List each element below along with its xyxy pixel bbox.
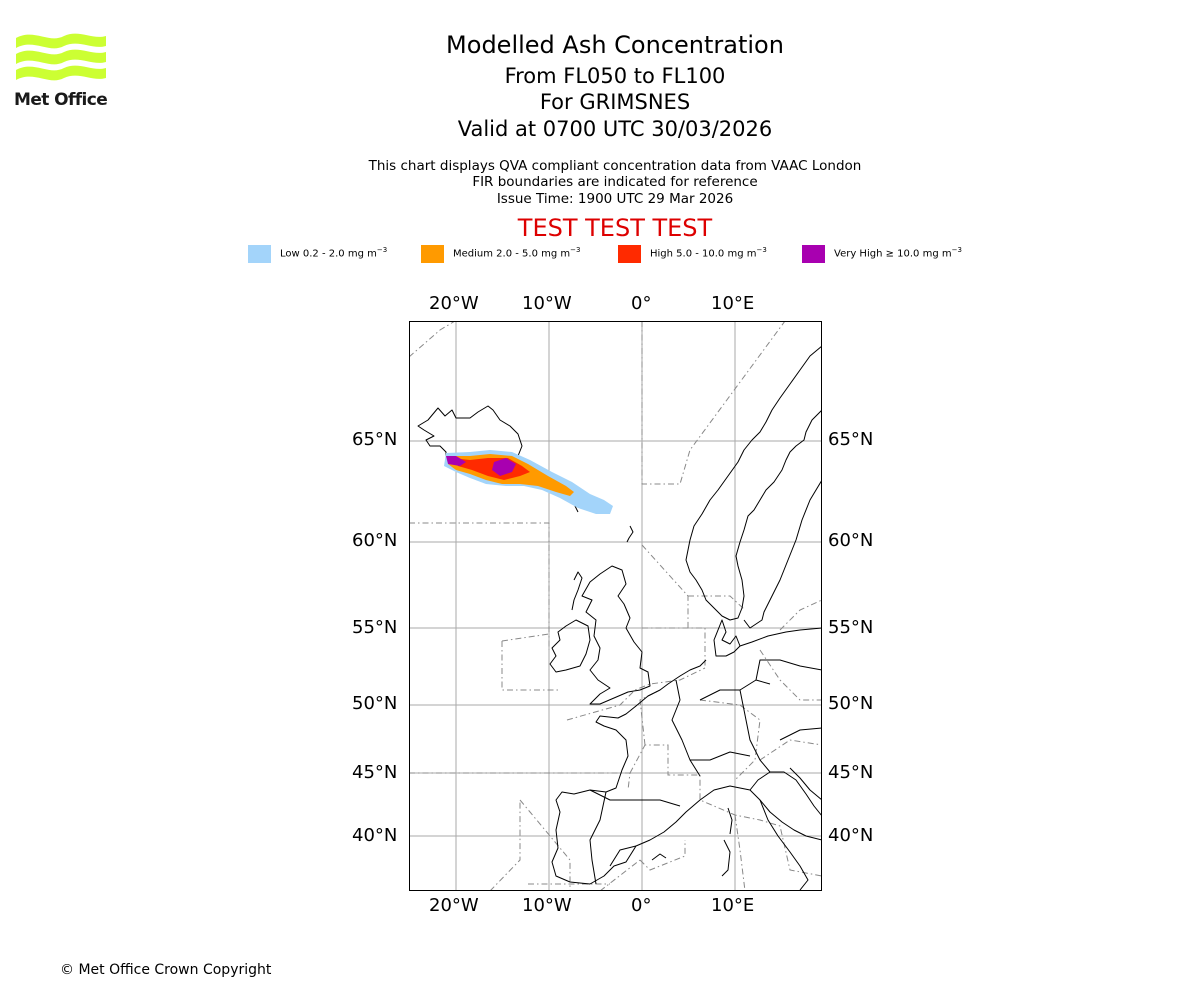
lat-label-right: 40°N <box>828 825 874 846</box>
chart-title: Modelled Ash Concentration <box>446 31 784 59</box>
lon-label-top: 10°E <box>711 293 755 314</box>
lat-label-left: 60°N <box>352 530 398 551</box>
logo-text: Met Office <box>14 90 108 110</box>
copyright-notice: © Met Office Crown Copyright <box>60 962 272 978</box>
lon-label-top: 10°W <box>522 293 572 314</box>
lat-label-right: 65°N <box>828 429 874 450</box>
issue-time: Issue Time: 1900 UTC 29 Mar 2026 <box>496 191 734 207</box>
lat-label-left: 65°N <box>352 429 398 450</box>
test-banner: TEST TEST TEST <box>517 214 713 242</box>
lat-label-right: 55°N <box>828 617 874 638</box>
lon-label-top: 0° <box>631 293 652 314</box>
lon-label-bottom: 10°W <box>522 895 572 916</box>
legend-label-very-high: Very High ≥ 10.0 mg m−3 <box>834 246 962 260</box>
lon-label-bottom: 0° <box>631 895 652 916</box>
valid-time: Valid at 0700 UTC 30/03/2026 <box>457 117 773 141</box>
flight-levels: From FL050 to FL100 <box>504 64 726 88</box>
ash-map <box>409 321 822 891</box>
plume-very-high-west <box>446 456 466 466</box>
legend-swatch-low <box>248 245 271 263</box>
legend-swatch-medium <box>421 245 444 263</box>
lon-label-bottom: 20°W <box>429 895 479 916</box>
note-fir: FIR boundaries are indicated for referen… <box>472 174 758 190</box>
legend-swatch-very-high <box>802 245 825 263</box>
legend-swatch-high <box>618 245 641 263</box>
ash-plume <box>444 450 613 514</box>
plume-very-high-core <box>492 458 516 476</box>
legend-label-high: High 5.0 - 10.0 mg m−3 <box>650 246 767 260</box>
lat-label-right: 45°N <box>828 762 874 783</box>
note-qva: This chart displays QVA compliant concen… <box>368 158 862 174</box>
map-frame <box>409 321 822 891</box>
lat-label-right: 60°N <box>828 530 874 551</box>
lon-label-bottom: 10°E <box>711 895 755 916</box>
lat-label-right: 50°N <box>828 693 874 714</box>
met-office-logo-icon <box>16 33 106 81</box>
lat-label-left: 45°N <box>352 762 398 783</box>
lat-label-left: 40°N <box>352 825 398 846</box>
volcano-name: For GRIMSNES <box>539 90 691 114</box>
lon-label-top: 20°W <box>429 293 479 314</box>
lat-label-left: 55°N <box>352 617 398 638</box>
lat-label-left: 50°N <box>352 693 398 714</box>
fir-boundaries <box>409 321 822 891</box>
legend-label-medium: Medium 2.0 - 5.0 mg m−3 <box>453 246 581 260</box>
legend-label-low: Low 0.2 - 2.0 mg m−3 <box>280 246 388 260</box>
